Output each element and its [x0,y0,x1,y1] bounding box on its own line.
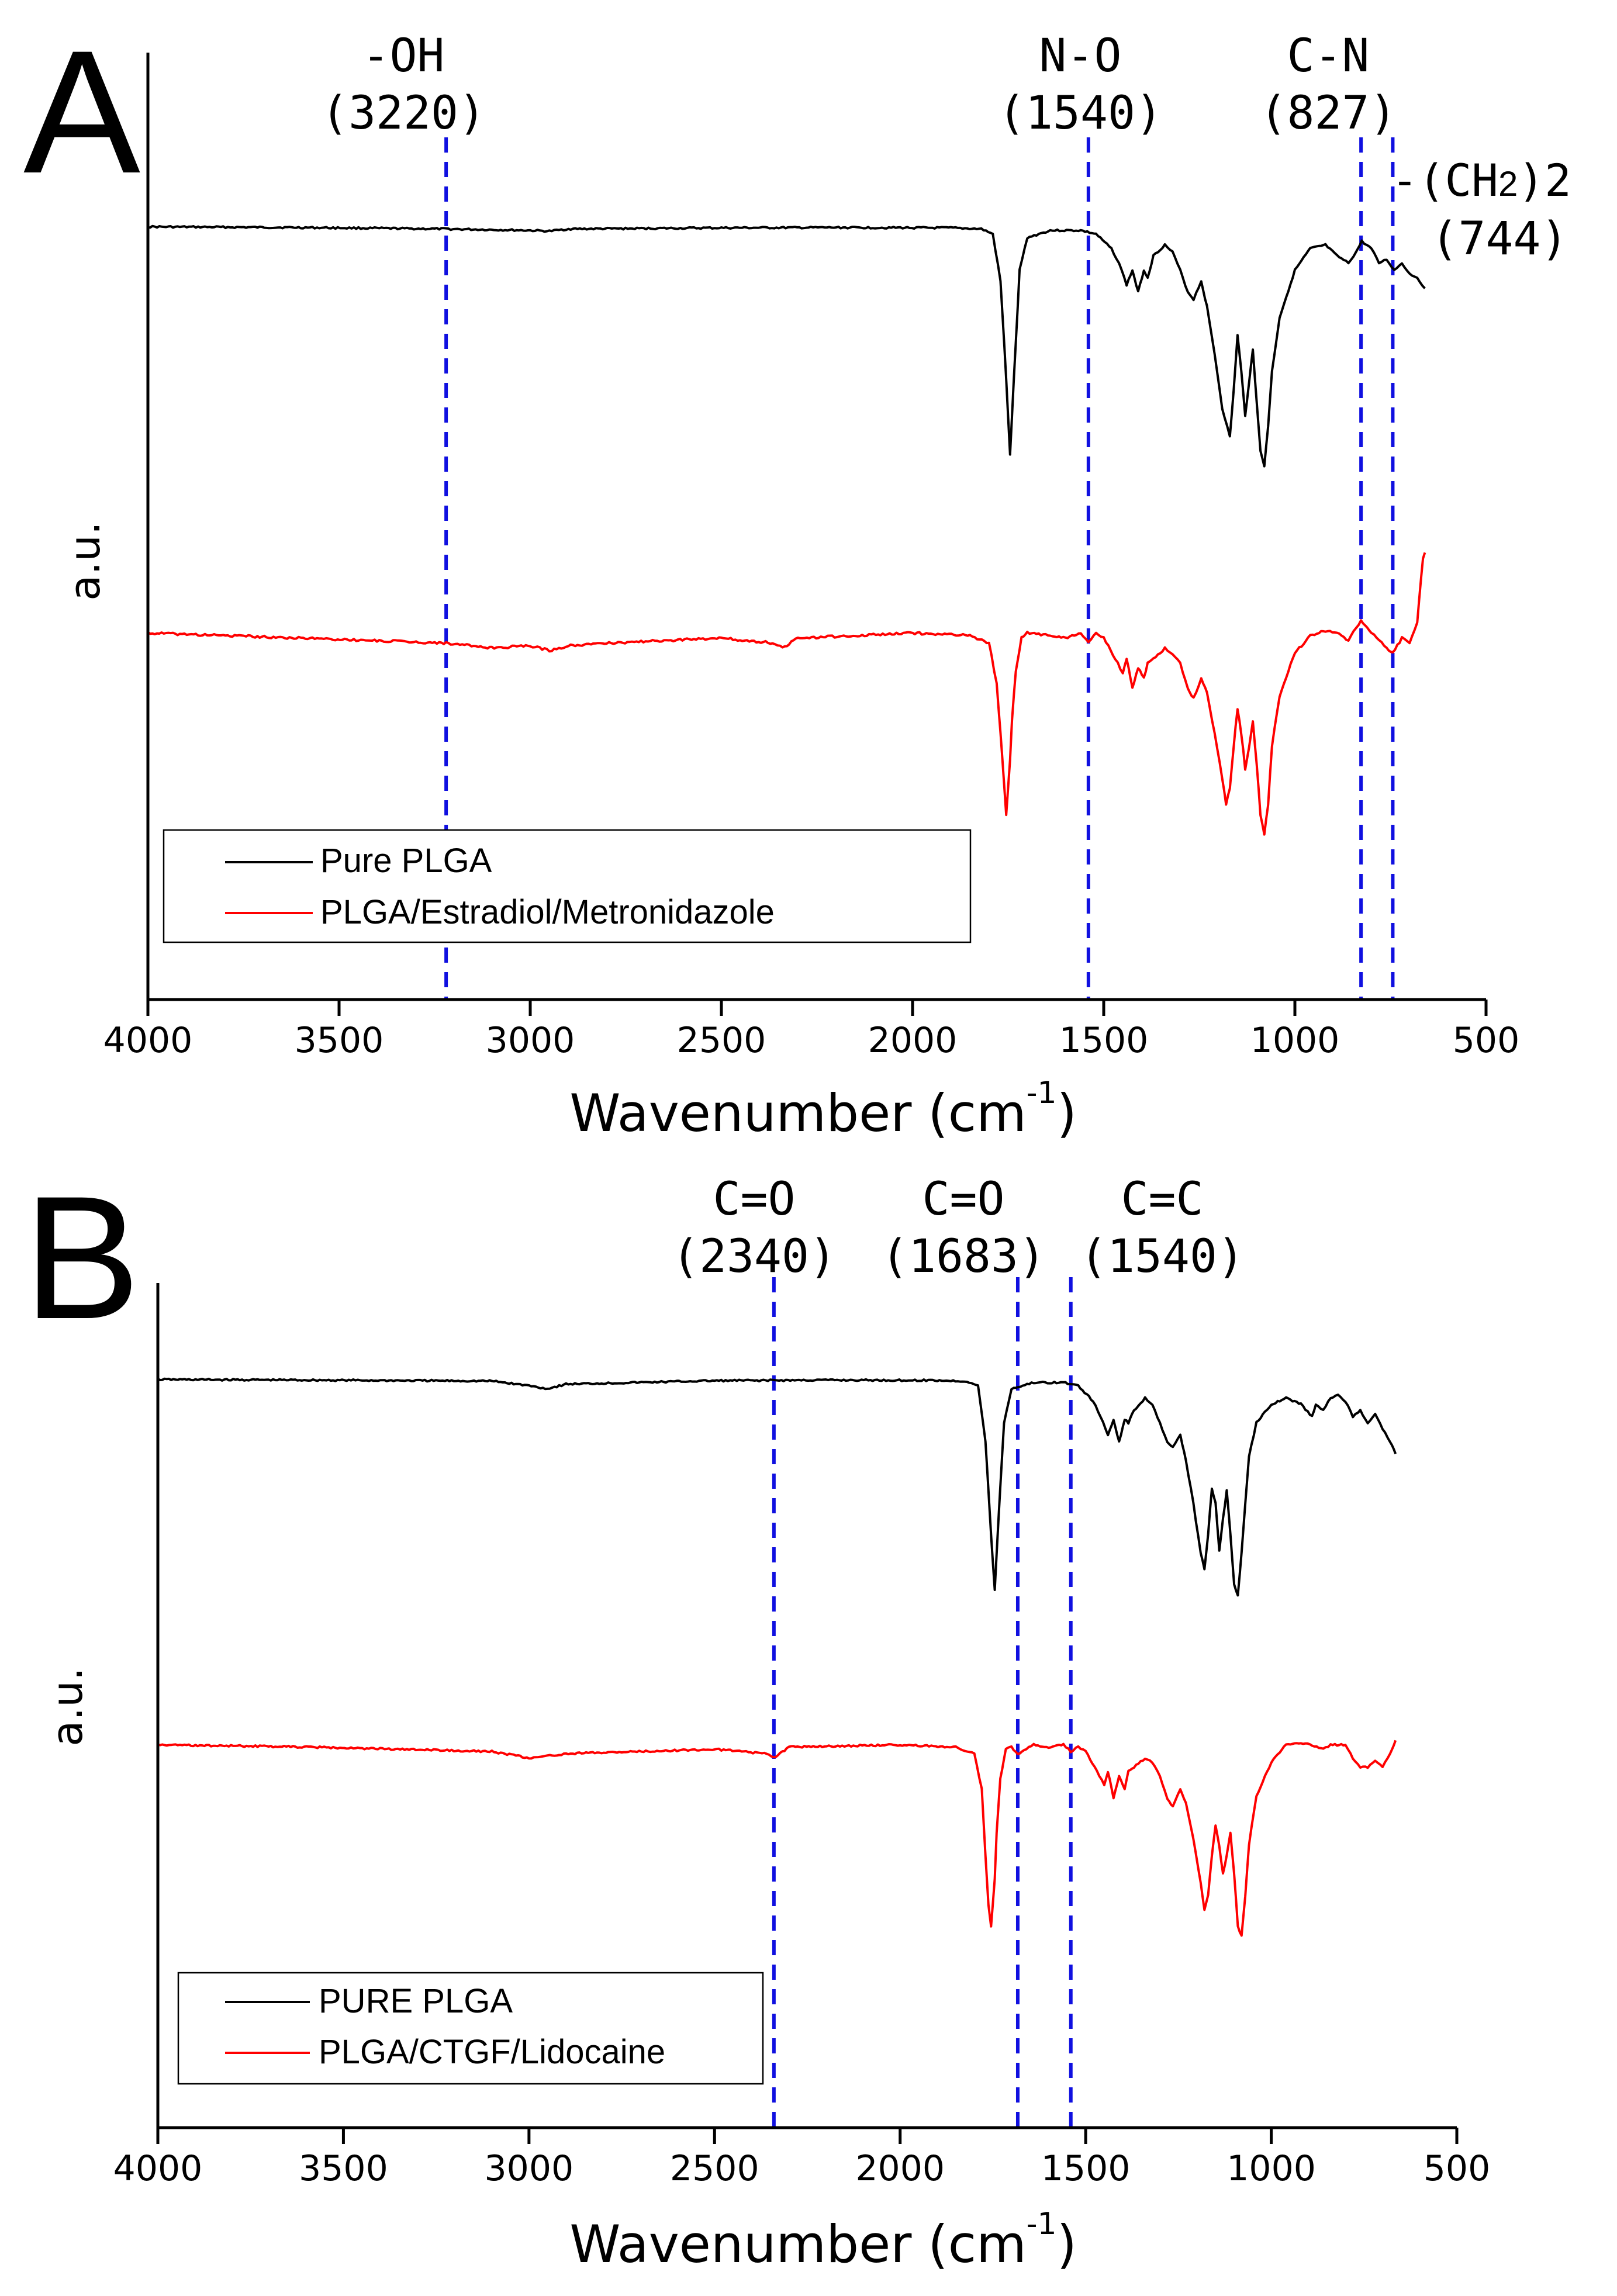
legend-label-plga-ctgf-lidocaine: PLGA/CTGF/Lidocaine [319,2033,665,2071]
annotation-value-1540: (1540) [998,87,1163,140]
annotation-value-1683: (1683) [881,1230,1046,1283]
panel-b-legend-box [177,1972,764,2085]
panel-b-tick-label-3500: 3500 [299,2148,388,2189]
panel-b-spectra [157,1377,1397,1937]
panel-a-tick-label-4000: 4000 [103,1020,193,1061]
panel-b-x-axis-title-sup: -1 [1027,2207,1057,2242]
panel-b-x-axis-title-main: Wavenumber (cm [569,2214,1026,2274]
legend-label-pure-plga-b: PURE PLGA [319,1982,513,2020]
panel-b-tick-label-500: 500 [1423,2148,1491,2189]
panel-letter-a: A [23,13,141,210]
panel-a-tick-label-1500: 1500 [1059,1020,1149,1061]
panel-b-tick-label-1500: 1500 [1041,2148,1131,2189]
panel-b-tick-label-3000: 3000 [485,2148,574,2189]
panel-letter-b: B [23,1159,140,1356]
panel-b-marker-lines [772,1277,1073,2128]
annotation-label-744: -(CH2)2 [1391,154,1571,206]
annotation-label-1540: N-O [1039,30,1122,82]
panel-a-y-axis-title: a.u. [60,521,109,601]
panel-b-tick-label-2500: 2500 [670,2148,759,2189]
panel-b-tick-label-4000: 4000 [113,2148,203,2189]
panel-b-tick-label-1000: 1000 [1226,2148,1316,2189]
annotation-label-1683: C=O [922,1173,1005,1226]
panel-a-x-axis-title-sup: -1 [1027,1076,1057,1111]
annotation-value-1540: (1540) [1080,1230,1245,1283]
panel-a: A -OH(3220) N-O(1540) C-N(827) -(CH2)2 (744)… [23,13,1571,1143]
panel-a-tick-label-1000: 1000 [1250,1020,1340,1061]
annotation-value-3220: (3220) [321,87,486,140]
panel-b-annotations: C=O(2340)C=O(1683)C=C(1540) [672,1173,1245,1283]
panel-a-x-axis-title-close: ) [1057,1083,1077,1143]
spectrum-pure-plga [157,1377,1397,1597]
panel-b-x-axis-title-close: ) [1057,2214,1077,2274]
panel-b-y-axis-title: a.u. [43,1667,92,1747]
panel-a-tick-label-3000: 3000 [486,1020,575,1061]
annotation-label-3220: -OH [362,30,445,82]
panel-a-annotations: -OH(3220) N-O(1540) C-N(827) -(CH2)2 (744) [321,30,1571,265]
panel-a-x-axis-title-main: Wavenumber (cm [569,1083,1026,1143]
legend-label-pure-plga: Pure PLGA [320,842,492,880]
panel-a-spectra [147,224,1426,836]
panel-a-x-ticks: 4000 3500 3000 2500 2000 1500 1000 500 [103,1000,1520,1061]
annotation-label-1540: C=C [1121,1173,1204,1226]
annotation-label-827: C-N [1287,30,1370,82]
panel-a-tick-label-3500: 3500 [295,1020,384,1061]
annotation-value-827: (827) [1260,87,1397,140]
spectrum-plga-estradiol-metronidazole [147,552,1426,836]
panel-a-x-axis-title: Wavenumber (cm-1) [569,1076,1077,1143]
annotation-label-2340: C=O [713,1173,796,1226]
panel-a-tick-label-2500: 2500 [677,1020,766,1061]
panel-a-legend-box [163,829,972,943]
spectrum-plga-ctgf-lidocaine [157,1740,1397,1937]
legend-label-plga-estradiol-metronidazole: PLGA/Estradiol/Metronidazole [320,893,775,931]
panel-a-tick-label-2000: 2000 [868,1020,958,1061]
panel-a-legend: Pure PLGA PLGA/Estradiol/Metronidazole [163,829,972,943]
panel-b-legend: PURE PLGA PLGA/CTGF/Lidocaine [177,1972,764,2085]
panel-b-x-ticks: 4000 3500 3000 2500 2000 1500 1000 500 [113,2128,1491,2189]
panel-b: B C=O(2340)C=O(1683)C=C(1540) 4000 3500 30… [23,1159,1490,2274]
annotation-value-744: (744) [1431,213,1568,265]
annotation-value-2340: (2340) [672,1230,837,1283]
panel-b-tick-label-2000: 2000 [855,2148,945,2189]
panel-b-x-axis-title: Wavenumber (cm-1) [569,2207,1077,2274]
panel-a-tick-label-500: 500 [1453,1020,1520,1061]
spectrum-pure-plga [147,224,1426,468]
